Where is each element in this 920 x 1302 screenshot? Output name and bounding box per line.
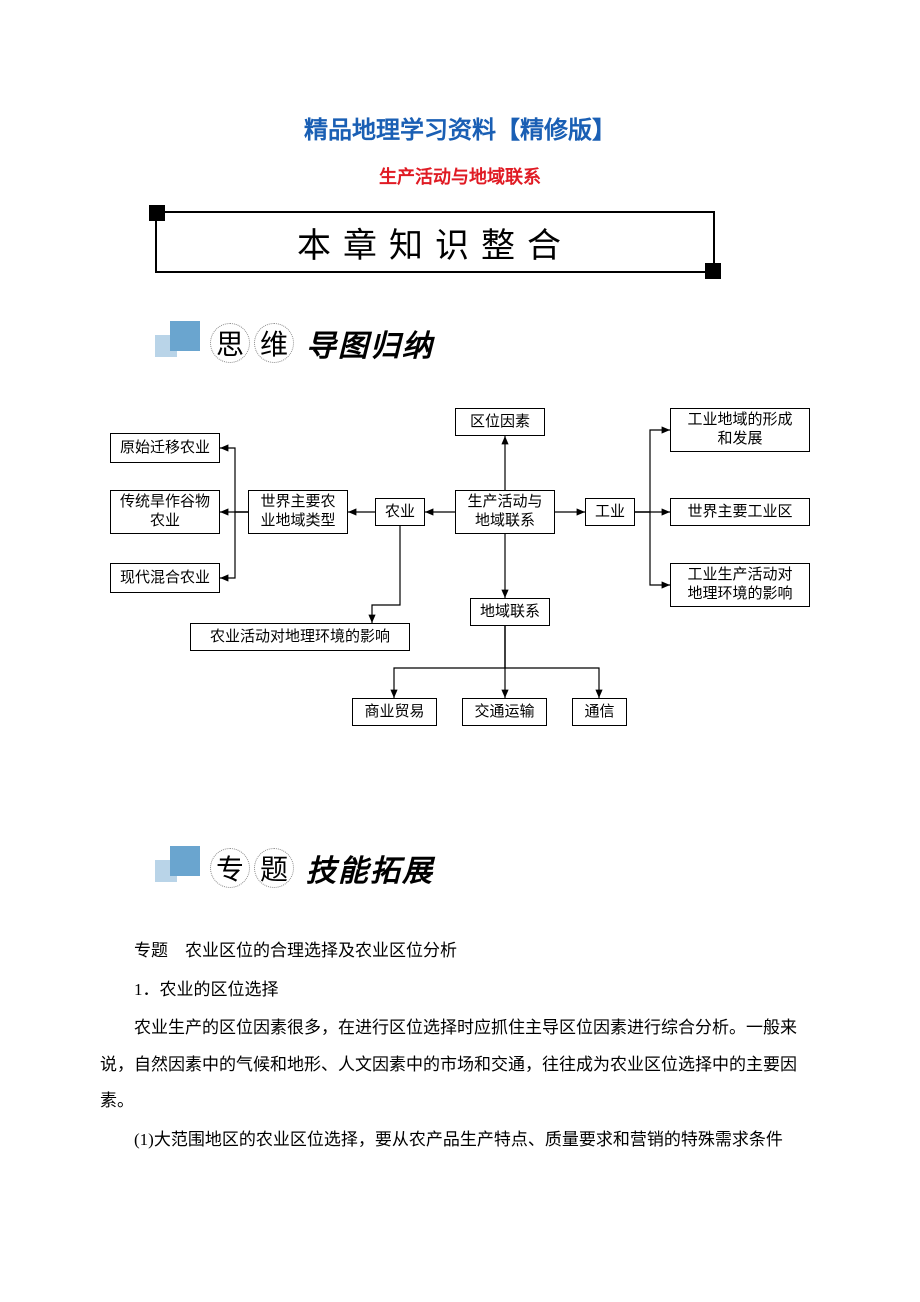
node-n_gyxc: 工业地域的形成和发展 bbox=[670, 408, 810, 452]
banner-large-text: 本章知识整合 bbox=[297, 218, 573, 267]
para-content-2: (1)大范围地区的农业区位选择，要从农产品生产特点、质量要求和营销的特殊需求条件 bbox=[100, 1122, 820, 1159]
para-heading-1: 1．农业的区位选择 bbox=[100, 972, 820, 1009]
node-n_shengchan: 生产活动与地域联系 bbox=[455, 490, 555, 534]
node-n_sjgyq: 世界主要工业区 bbox=[670, 498, 810, 526]
banner1-char-0: 思 bbox=[210, 323, 250, 363]
banner1-char-1: 维 bbox=[254, 323, 294, 363]
node-n_shangye: 商业贸易 bbox=[352, 698, 437, 726]
para-topic: 专题 农业区位的合理选择及农业区位分析 bbox=[100, 933, 820, 970]
node-n_yuanshi: 原始迁移农业 bbox=[110, 433, 220, 463]
banner-mindmap: 思 维 导图归纳 bbox=[155, 313, 535, 373]
node-n_shijie: 世界主要农业地域类型 bbox=[248, 490, 348, 534]
sub-title: 生产活动与地域联系 bbox=[100, 163, 820, 189]
banner2-circled: 专 题 bbox=[210, 848, 298, 888]
node-n_diyu: 地域联系 bbox=[470, 598, 550, 626]
banner-chapter-integration: 本章知识整合 bbox=[155, 211, 715, 273]
main-title: 精品地理学习资料【精修版】 bbox=[100, 110, 820, 145]
node-n_nyhj: 农业活动对地理环境的影响 bbox=[190, 623, 410, 651]
node-n_quwei: 区位因素 bbox=[455, 408, 545, 436]
body-text: 专题 农业区位的合理选择及农业区位分析 1．农业的区位选择 农业生产的区位因素很… bbox=[100, 933, 820, 1158]
node-n_jiaotong: 交通运输 bbox=[462, 698, 547, 726]
decor-square-dark bbox=[170, 321, 200, 351]
flowchart: 原始迁移农业传统旱作谷物农业现代混合农业世界主要农业地域类型农业 区位因素生产活动… bbox=[100, 408, 820, 768]
banner2-char-0: 专 bbox=[210, 848, 250, 888]
decor-square-dark-2 bbox=[170, 846, 200, 876]
node-n_xiandai: 现代混合农业 bbox=[110, 563, 220, 593]
banner-skills: 专 题 技能拓展 bbox=[155, 838, 535, 898]
node-n_tongxin: 通信 bbox=[572, 698, 627, 726]
node-n_gongye: 工业 bbox=[585, 498, 635, 526]
para-content-1: 农业生产的区位因素很多，在进行区位选择时应抓住主导区位因素进行综合分析。一般来说… bbox=[100, 1010, 820, 1120]
banner1-circled: 思 维 bbox=[210, 323, 298, 363]
node-n_chuantong: 传统旱作谷物农业 bbox=[110, 490, 220, 534]
banner2-rest: 技能拓展 bbox=[306, 846, 434, 890]
banner1-rest: 导图归纳 bbox=[306, 321, 434, 365]
banner2-char-1: 题 bbox=[254, 848, 294, 888]
node-n_nongye: 农业 bbox=[375, 498, 425, 526]
node-n_gyhj: 工业生产活动对地理环境的影响 bbox=[670, 563, 810, 607]
